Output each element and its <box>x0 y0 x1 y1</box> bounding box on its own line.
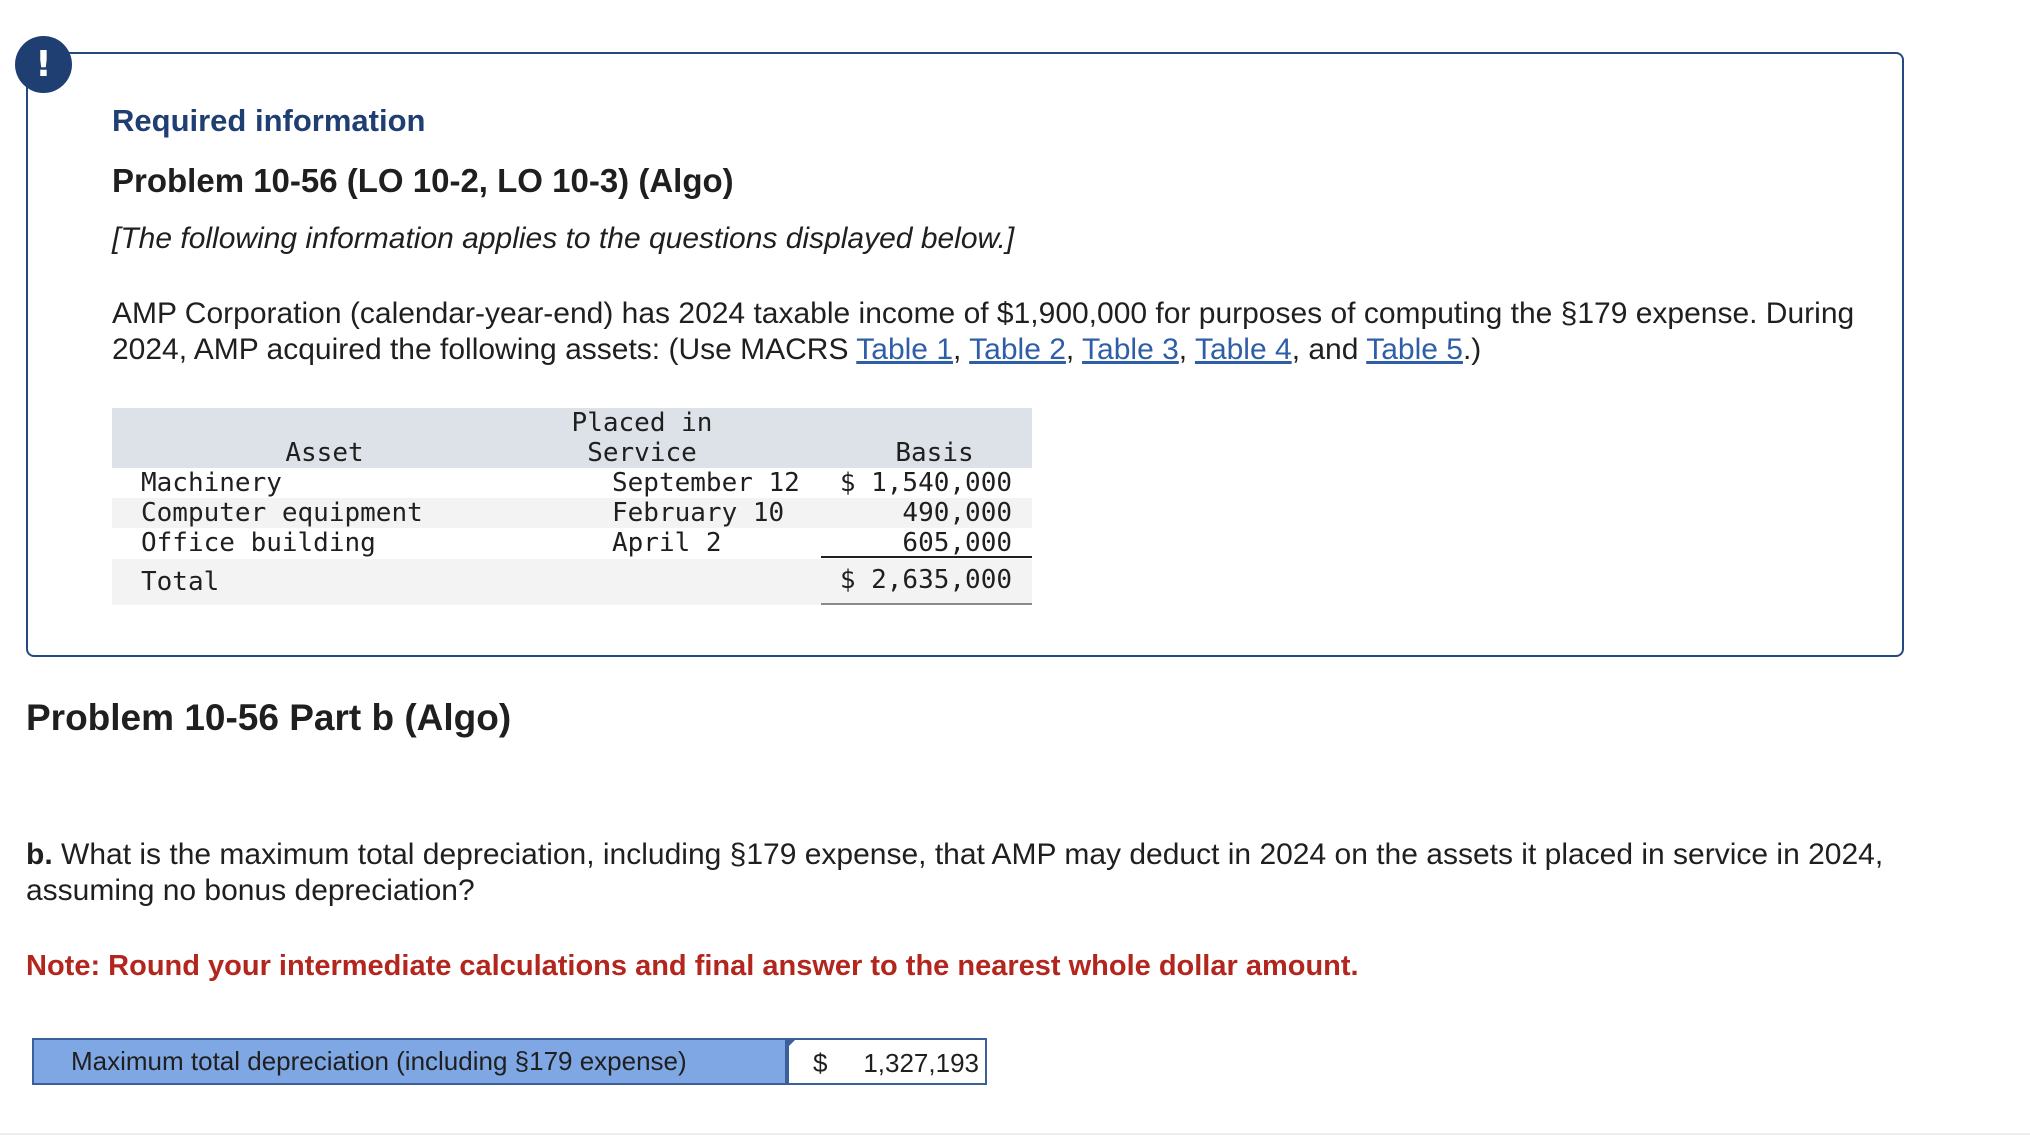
link-table-3[interactable]: Table 3 <box>1082 333 1179 366</box>
header-asset: Asset <box>285 438 364 468</box>
cell-asset: Office building <box>141 528 376 558</box>
required-info-title: Required information <box>112 103 426 138</box>
rounding-note: Note: Round your intermediate calculatio… <box>26 950 1359 982</box>
separator: , <box>953 333 970 366</box>
subtotal-rule <box>821 556 1032 558</box>
question-body: What is the maximum total depreciation, … <box>26 838 1884 907</box>
input-edge <box>787 1040 789 1085</box>
cell-placed: April 2 <box>612 528 722 558</box>
separator: , <box>1178 333 1195 366</box>
link-table-4[interactable]: Table 4 <box>1194 333 1292 366</box>
intro-note: [The following information applies to th… <box>112 222 1015 255</box>
link-table-2[interactable]: Table 2 <box>969 333 1066 366</box>
cell-asset: Computer equipment <box>141 498 423 528</box>
currency-symbol: $ <box>813 1048 828 1078</box>
cell-asset: Machinery <box>141 468 282 498</box>
problem-title: Problem 10-56 (LO 10-2, LO 10-3) (Algo) <box>112 162 734 199</box>
problem-description: AMP Corporation (calendar-year-end) has … <box>112 296 1872 368</box>
separator: , <box>1065 333 1083 366</box>
description-end: .) <box>1462 333 1482 366</box>
alert-icon: ! <box>15 36 72 93</box>
total-label: Total <box>141 567 220 597</box>
header-placed-line1: Placed in <box>571 408 713 438</box>
link-table-1[interactable]: Table 1 <box>856 333 954 366</box>
required-info-panel <box>26 52 1904 657</box>
cell-placed: February 10 <box>612 498 785 528</box>
asset-table: Asset Placed in Service Basis Machinery … <box>112 408 1032 605</box>
table-header <box>112 408 1032 468</box>
question-text: b. What is the maximum total depreciatio… <box>26 837 1906 909</box>
part-title: Problem 10-56 Part b (Algo) <box>26 697 512 738</box>
total-row: Total $ 2,635,000 <box>112 559 1032 605</box>
cell-basis: 605,000 <box>902 528 1012 558</box>
table-row: Office building April 2 605,000 <box>112 528 1032 558</box>
answer-value[interactable]: 1,327,193 <box>863 1048 979 1078</box>
bottom-divider <box>0 1133 2030 1135</box>
table-row: Machinery September 12 $ 1,540,000 <box>112 468 1032 498</box>
question-prefix: b. <box>26 838 53 871</box>
total-basis: $ 2,635,000 <box>839 565 1012 595</box>
header-basis: Basis <box>895 438 974 468</box>
answer-label: Maximum total depreciation (including §1… <box>32 1038 787 1085</box>
description-text: AMP Corporation (calendar-year-end) has … <box>112 297 1855 366</box>
total-rule <box>821 603 1032 605</box>
cell-basis: 490,000 <box>902 498 1012 528</box>
cell-placed: September 12 <box>612 468 800 498</box>
table-row: Computer equipment February 10 490,000 <box>112 498 1032 528</box>
separator: , and <box>1291 333 1367 366</box>
link-table-5[interactable]: Table 5 <box>1366 333 1463 366</box>
header-placed-line2: Service <box>587 438 697 468</box>
cell-basis: $ 1,540,000 <box>839 468 1012 498</box>
answer-input[interactable]: $ 1,327,193 <box>785 1038 987 1085</box>
